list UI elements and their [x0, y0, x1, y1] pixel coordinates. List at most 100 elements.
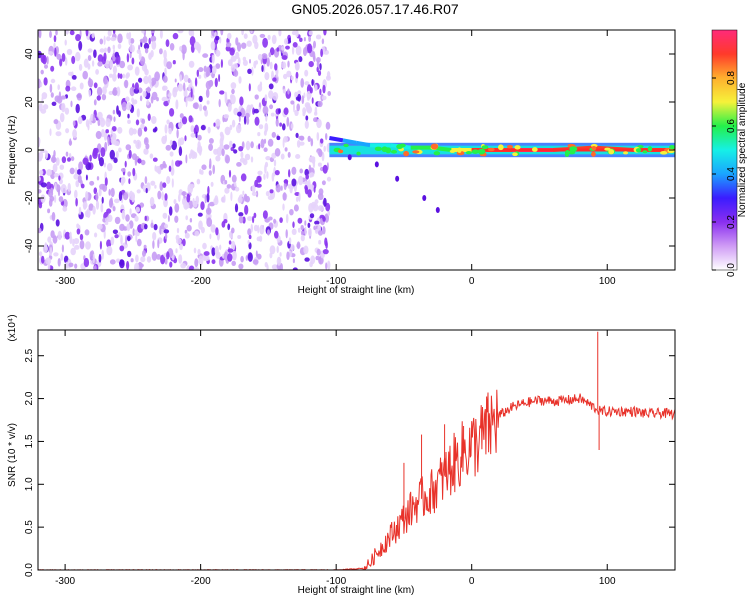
noise-blob	[174, 78, 177, 83]
noise-blob	[147, 74, 152, 84]
noise-blob	[187, 78, 191, 84]
noise-blob	[269, 189, 274, 194]
noise-blob	[164, 124, 168, 134]
noise-blob	[230, 94, 233, 100]
noise-blob	[202, 105, 207, 111]
snr-frame	[37, 329, 676, 571]
noise-blob	[101, 249, 104, 260]
noise-blob	[207, 203, 210, 213]
noise-blob	[274, 148, 281, 157]
signal-blob	[430, 143, 439, 150]
noise-blob	[204, 109, 209, 117]
noise-blob	[170, 166, 175, 176]
noise-blob	[304, 220, 307, 226]
colorbar-tick-label: 0.4	[726, 167, 737, 181]
noise-blob	[178, 122, 183, 129]
snr-y-tick-label: 2.5	[24, 348, 35, 362]
noise-blob	[267, 138, 274, 147]
noise-blob	[195, 131, 198, 139]
noise-blob	[129, 38, 135, 44]
noise-blob	[266, 57, 270, 67]
noise-blob	[227, 223, 231, 231]
noise-blob	[325, 202, 331, 212]
noise-blob	[159, 48, 163, 55]
noise-blob	[275, 184, 281, 193]
noise-blob	[276, 245, 279, 253]
noise-blob	[281, 55, 288, 60]
noise-blob	[119, 73, 123, 79]
noise-blob	[42, 244, 49, 253]
noise-blob	[297, 90, 302, 96]
noise-blob	[242, 190, 245, 196]
noise-blob	[242, 56, 247, 62]
noise-blob	[87, 78, 94, 88]
noise-blob	[259, 224, 265, 235]
noise-blob	[215, 227, 219, 236]
noise-blob	[283, 136, 288, 143]
noise-blob	[67, 157, 71, 162]
spectrogram-y-tick-label: 20	[24, 96, 35, 108]
noise-blob	[319, 255, 322, 265]
noise-blob	[257, 132, 261, 137]
noise-blob	[268, 52, 272, 58]
noise-blob	[232, 143, 236, 149]
noise-blob	[151, 251, 158, 261]
noise-blob	[308, 203, 314, 213]
noise-blob	[134, 156, 138, 166]
noise-blob	[250, 141, 254, 149]
noise-blob	[100, 147, 106, 158]
noise-blob	[115, 151, 119, 159]
signal-segment	[356, 140, 371, 148]
noise-blob	[164, 258, 168, 265]
noise-blob	[94, 232, 98, 238]
noise-blob	[84, 229, 90, 236]
noise-blob	[119, 60, 126, 69]
noise-blob	[276, 256, 282, 266]
signal-blob	[433, 151, 441, 156]
noise-blob	[135, 119, 140, 126]
noise-blob	[164, 193, 168, 201]
noise-blob	[190, 44, 195, 53]
noise-blob	[96, 86, 103, 96]
noise-blob	[106, 245, 113, 256]
noise-blob	[87, 122, 90, 131]
noise-blob	[245, 255, 248, 261]
noise-blob	[267, 229, 270, 236]
noise-blob	[71, 55, 76, 65]
noise-blob	[38, 251, 43, 257]
noise-blob	[293, 102, 295, 113]
noise-blob	[53, 173, 60, 178]
noise-blob	[127, 119, 131, 125]
noise-blob	[69, 167, 75, 175]
noise-blob	[208, 143, 214, 151]
noise-blob	[247, 216, 253, 222]
noise-blob	[326, 176, 332, 182]
noise-blob	[64, 39, 67, 46]
noise-blob	[112, 72, 117, 82]
noise-blob	[50, 156, 57, 163]
noise-blob	[204, 255, 210, 261]
noise-blob	[112, 109, 116, 115]
colorbar-tick-label: 0.8	[726, 71, 737, 85]
colorbar: 0.0 0.2 0.4 0.6 0.8 Normalized spectral ampl…	[711, 29, 748, 277]
noise-blob	[183, 82, 186, 92]
noise-blob	[262, 210, 268, 220]
noise-blob	[99, 48, 105, 53]
noise-blob	[132, 228, 135, 237]
noise-blob	[251, 66, 254, 76]
noise-blob	[294, 91, 298, 99]
noise-blob	[292, 42, 298, 48]
noise-blob	[221, 148, 225, 157]
noise-blob	[234, 187, 240, 192]
signal-blob	[647, 146, 653, 152]
noise-blob	[144, 47, 149, 54]
noise-blob	[88, 203, 94, 211]
noise-blob	[325, 262, 328, 270]
noise-blob	[286, 251, 290, 260]
noise-blob	[255, 250, 258, 257]
noise-blob	[46, 56, 49, 65]
noise-blob	[171, 140, 178, 151]
noise-blob	[74, 189, 78, 199]
noise-blob	[79, 233, 84, 241]
spectrogram-y-tick-label: -20	[24, 190, 35, 205]
